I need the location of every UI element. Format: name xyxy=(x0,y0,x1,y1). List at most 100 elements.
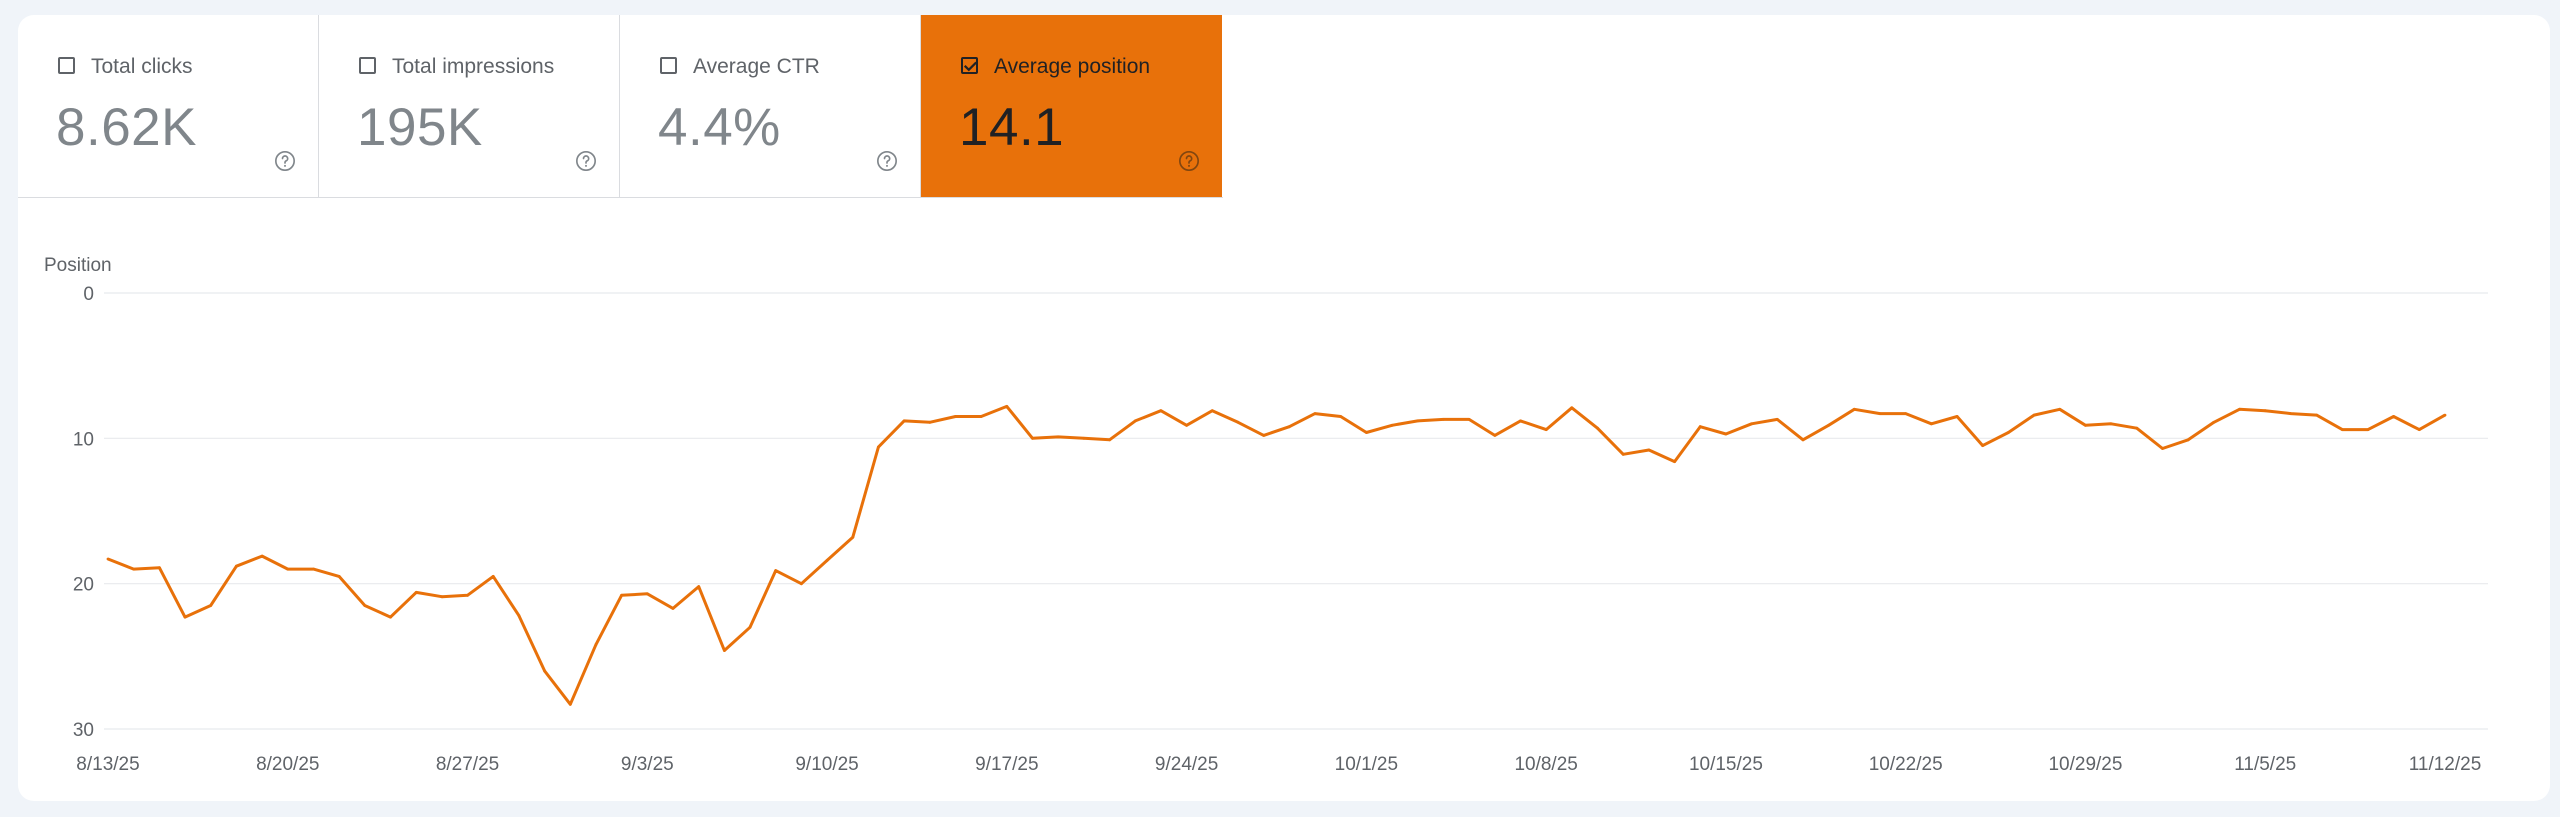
x-tick-label: 8/27/25 xyxy=(436,754,499,775)
grid-lines xyxy=(104,292,2488,730)
x-tick-label: 10/15/25 xyxy=(1689,754,1763,775)
checkbox-checked-icon[interactable] xyxy=(961,57,978,74)
data-point xyxy=(1493,434,1497,437)
data-point xyxy=(1596,426,1599,430)
data-point xyxy=(2340,428,2344,431)
data-point xyxy=(1878,412,1882,415)
data-point xyxy=(1775,418,1779,421)
data-point xyxy=(2263,409,2267,413)
data-point xyxy=(671,607,675,610)
data-point xyxy=(517,614,521,617)
position-chart: Position 0 10 20 30 8/13/25 8/20/25 8/27/25 9/… xyxy=(18,198,2550,801)
data-point xyxy=(851,535,855,539)
x-tick-label: 10/22/25 xyxy=(1869,754,1943,775)
data-point xyxy=(491,575,495,578)
checkbox-icon[interactable] xyxy=(660,57,677,74)
data-point xyxy=(312,567,315,571)
y-tick-label: 0 xyxy=(83,284,94,305)
data-point xyxy=(260,554,264,558)
x-tick-label: 9/17/25 xyxy=(975,754,1038,775)
data-point xyxy=(235,564,238,568)
x-tick-label: 9/3/25 xyxy=(621,754,674,775)
x-tick-label: 10/1/25 xyxy=(1335,754,1398,775)
data-point xyxy=(1827,423,1830,427)
data-point xyxy=(1955,415,1959,418)
metric-value: 14.1 xyxy=(959,98,1065,157)
data-point xyxy=(1108,438,1111,442)
data-point xyxy=(1930,422,1933,426)
y-tick-label: 30 xyxy=(73,720,94,741)
data-point xyxy=(800,582,803,586)
series-line-group xyxy=(106,404,2447,706)
data-point xyxy=(1287,425,1291,429)
x-tick-label: 11/12/25 xyxy=(2409,754,2482,775)
data-point xyxy=(440,595,444,599)
metric-label: Average position xyxy=(994,55,1151,78)
data-point xyxy=(2417,428,2421,431)
data-point xyxy=(466,593,469,597)
data-point xyxy=(825,559,829,562)
y-tick-labels: 0 10 20 30 xyxy=(73,284,94,741)
data-point xyxy=(774,569,778,572)
data-point xyxy=(620,593,623,597)
data-point xyxy=(1339,415,1343,418)
y-axis-label: Position xyxy=(44,255,112,276)
data-point xyxy=(1647,448,1651,452)
data-point xyxy=(543,669,546,673)
performance-card: Total clicks 8.62K Total impressions 195… xyxy=(18,15,2550,801)
data-point xyxy=(1005,405,1009,408)
data-point xyxy=(2007,431,2010,434)
x-tick-label: 11/5/25 xyxy=(2234,754,2296,775)
data-point xyxy=(158,566,161,570)
data-point xyxy=(1904,412,1908,415)
x-tick-label: 10/29/25 xyxy=(2048,754,2122,775)
help-circle-icon[interactable] xyxy=(876,150,898,172)
data-point xyxy=(2161,447,2164,450)
checkbox-icon[interactable] xyxy=(58,57,75,74)
data-point xyxy=(1852,407,1856,411)
metric-tile-total-clicks[interactable]: Total clicks 8.62K xyxy=(18,15,319,197)
x-tick-label: 8/13/25 xyxy=(76,754,139,775)
data-point xyxy=(2212,420,2216,424)
data-point xyxy=(106,557,110,561)
help-circle-icon[interactable] xyxy=(575,150,597,172)
y-tick-label: 20 xyxy=(73,575,94,596)
data-point xyxy=(1570,406,1574,410)
help-circle-icon[interactable] xyxy=(274,150,296,172)
data-point xyxy=(2289,412,2293,415)
data-point xyxy=(1519,419,1522,423)
data-point xyxy=(2238,407,2241,411)
series-line xyxy=(107,404,2446,706)
metric-value: 8.62K xyxy=(56,98,198,157)
data-point xyxy=(1544,428,1548,431)
data-point xyxy=(1262,434,1266,437)
metric-tile-average-ctr[interactable]: Average CTR 4.4% xyxy=(620,15,921,197)
data-point xyxy=(1801,438,1805,442)
data-point xyxy=(954,415,957,418)
y-tick-label: 10 xyxy=(73,429,94,450)
metric-tile-total-impressions[interactable]: Total impressions 195K xyxy=(319,15,620,197)
checkbox-icon[interactable] xyxy=(359,57,376,74)
metric-value: 195K xyxy=(357,98,483,157)
data-point xyxy=(1442,418,1445,421)
metric-label: Total clicks xyxy=(91,55,193,78)
data-point xyxy=(1467,418,1471,421)
data-point xyxy=(2392,415,2396,418)
data-point xyxy=(209,604,213,607)
data-point xyxy=(1185,423,1188,427)
data-point xyxy=(1031,436,1034,440)
data-point xyxy=(748,625,752,629)
metric-label: Average CTR xyxy=(693,55,820,78)
x-tick-label: 10/8/25 xyxy=(1514,754,1577,775)
help-circle-icon[interactable] xyxy=(1178,150,1200,172)
data-point xyxy=(286,567,290,571)
data-point xyxy=(1416,419,1420,423)
data-point xyxy=(132,567,136,571)
data-point xyxy=(389,615,392,619)
metric-tile-average-position[interactable]: Average position 14.1 xyxy=(921,15,1222,197)
data-point xyxy=(2366,428,2370,431)
data-point xyxy=(1621,452,1625,456)
x-tick-label: 9/10/25 xyxy=(795,754,858,775)
data-point xyxy=(902,419,906,423)
data-point xyxy=(414,591,418,594)
